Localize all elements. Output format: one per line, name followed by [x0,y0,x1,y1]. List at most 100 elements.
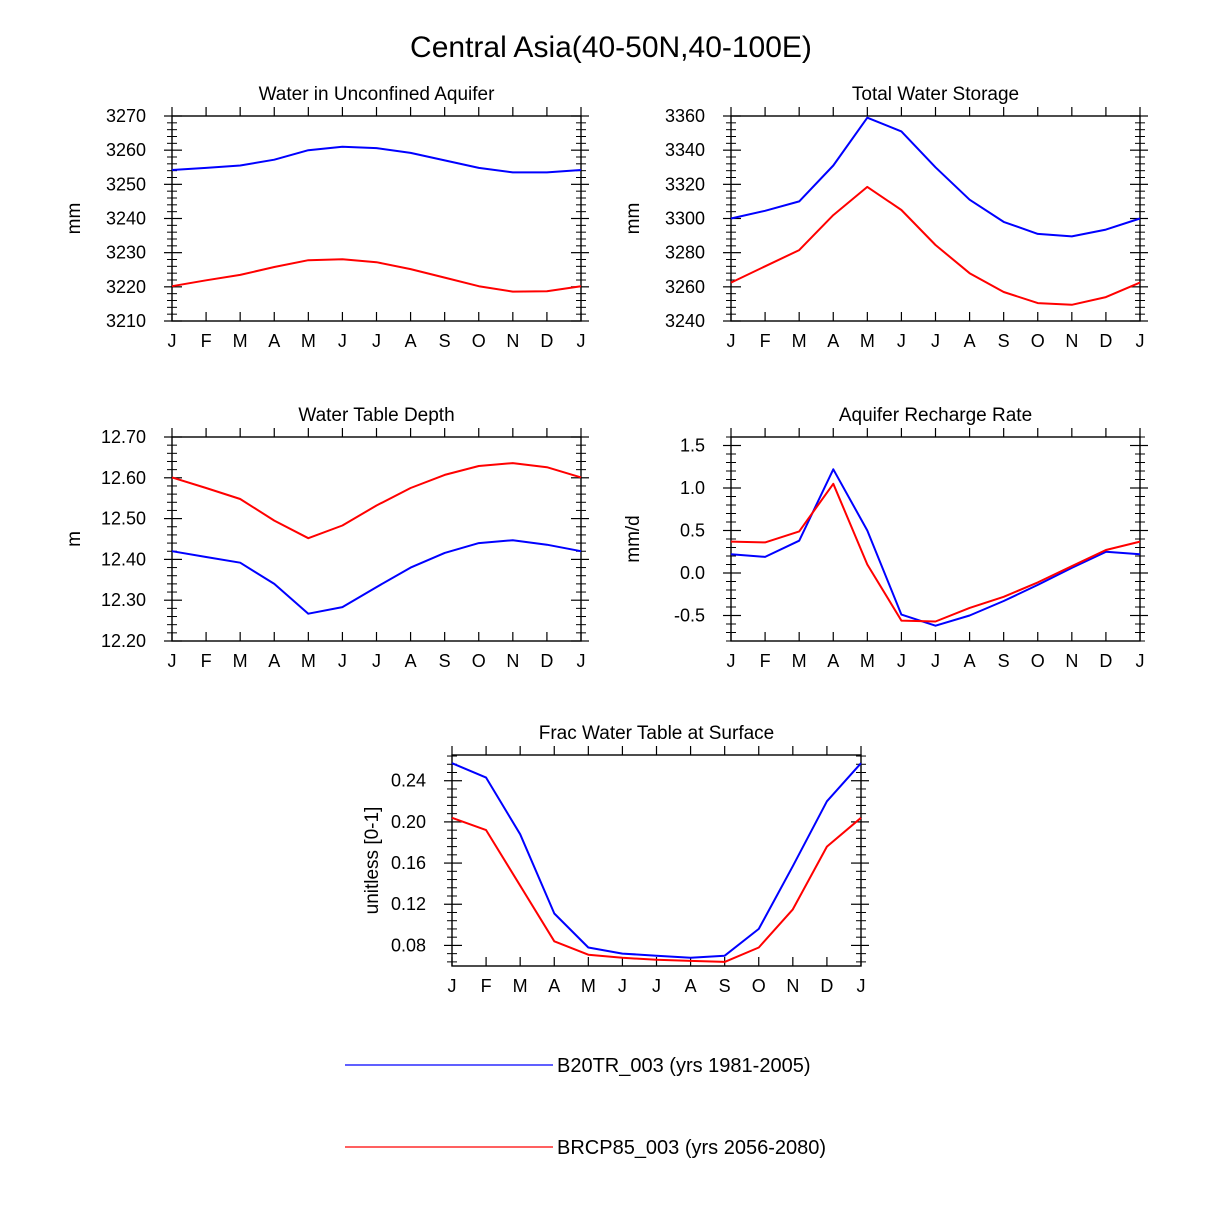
x-tick-label: A [405,331,417,351]
y-tick-label: 0.24 [391,771,426,791]
x-tick-label: J [1136,331,1145,351]
x-tick-label: A [548,976,560,996]
x-tick-label: A [405,651,417,671]
x-tick-label: S [439,331,451,351]
x-tick-label: N [506,651,519,671]
x-tick-label: M [301,651,316,671]
plot-frame [730,115,1141,322]
figure-title: Central Asia(40-50N,40-100E) [410,31,812,64]
x-tick-label: A [268,651,280,671]
y-axis-label: m [64,531,85,547]
x-tick-label: F [201,651,212,671]
x-tick-label: J [931,331,940,351]
x-tick-label: D [1099,331,1112,351]
x-tick-label: M [792,651,807,671]
x-tick-label: J [727,651,736,671]
y-tick-label: 3280 [665,243,705,263]
x-tick-label: M [301,331,316,351]
y-tick-label: 0.12 [391,894,426,914]
legend-label-brcp85: BRCP85_003 (yrs 2056-2080) [557,1137,826,1159]
y-tick-label: 3250 [106,174,146,194]
y-tick-label: 3230 [106,243,146,263]
series-line-b20tr-003 [171,145,582,174]
x-tick-label: S [998,331,1010,351]
y-tick-label: 3220 [106,277,146,297]
panel-title: Total Water Storage [852,84,1019,105]
x-tick-label: J [857,976,866,996]
plot-frame [451,754,862,967]
x-tick-label: J [1136,651,1145,671]
x-tick-label: M [860,331,875,351]
y-tick-label: 0.20 [391,812,426,832]
x-tick-label: M [233,651,248,671]
y-tick-label: 1.0 [680,478,705,498]
x-tick-label: J [372,331,381,351]
x-tick-label: J [168,651,177,671]
y-tick-label: 0.16 [391,853,426,873]
series-line-brcp85-003 [171,258,582,293]
x-tick-label: A [268,331,280,351]
x-tick-label: F [760,331,771,351]
y-tick-label: 3300 [665,209,705,229]
series-line-brcp85-003 [730,482,1141,623]
y-axis-label: unitless [0-1] [362,807,383,915]
series-line-brcp85-003 [730,185,1141,306]
y-tick-label: 3320 [665,174,705,194]
x-tick-label: M [860,651,875,671]
y-tick-label: 12.20 [101,631,146,651]
x-tick-label: J [338,651,347,671]
series-line-b20tr-003 [451,762,862,959]
y-tick-label: 3260 [665,277,705,297]
panel-title: Aquifer Recharge Rate [839,405,1032,426]
x-tick-label: O [472,331,486,351]
y-tick-label: 0.08 [391,935,426,955]
x-tick-label: N [1065,651,1078,671]
x-tick-label: J [577,651,586,671]
x-tick-label: S [719,976,731,996]
x-tick-label: D [540,331,553,351]
x-tick-label: J [372,651,381,671]
series-line-b20tr-003 [171,539,582,615]
panel-title: Frac Water Table at Surface [539,723,775,744]
y-tick-label: 1.5 [680,436,705,456]
x-tick-label: O [752,976,766,996]
y-tick-label: 0.5 [680,521,705,541]
plot-frame [730,436,1141,642]
x-tick-label: D [1099,651,1112,671]
x-tick-label: M [792,331,807,351]
legend-label-b20tr: B20TR_003 (yrs 1981-2005) [557,1055,810,1077]
y-tick-label: 3360 [665,106,705,126]
x-tick-label: D [820,976,833,996]
x-tick-label: F [481,976,492,996]
x-tick-label: M [581,976,596,996]
y-tick-label: 3270 [106,106,146,126]
series-line-b20tr-003 [730,468,1141,627]
series-line-brcp85-003 [451,816,862,963]
series-line-b20tr-003 [730,116,1141,238]
y-tick-label: 3240 [106,209,146,229]
x-tick-label: D [540,651,553,671]
x-tick-label: S [439,651,451,671]
x-tick-label: N [506,331,519,351]
y-axis-label: mm/d [623,515,644,563]
x-tick-label: F [201,331,212,351]
x-tick-label: J [897,331,906,351]
y-tick-label: 3210 [106,311,146,331]
y-tick-label: 3340 [665,140,705,160]
x-tick-label: F [760,651,771,671]
x-tick-label: J [727,331,736,351]
y-tick-label: 3240 [665,311,705,331]
panel-title: Water in Unconfined Aquifer [259,84,496,105]
y-tick-label: 3260 [106,140,146,160]
x-tick-label: O [1031,651,1045,671]
x-tick-label: J [618,976,627,996]
x-tick-label: N [1065,331,1078,351]
x-tick-label: J [897,651,906,671]
x-tick-label: J [577,331,586,351]
x-tick-label: J [338,331,347,351]
